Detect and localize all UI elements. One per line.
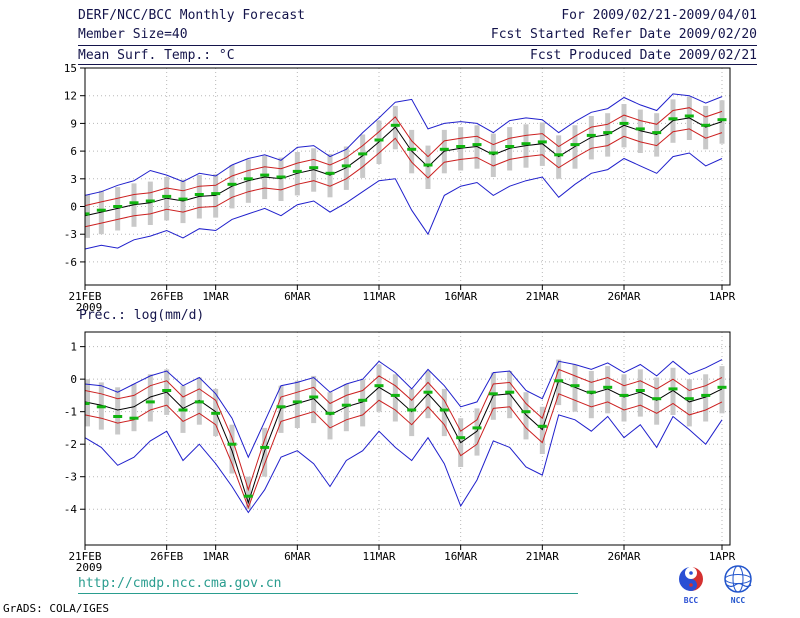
svg-text:15: 15	[64, 62, 77, 75]
svg-text:26FEB: 26FEB	[150, 550, 183, 563]
fcst-start-date: Fcst Started Refer Date 2009/02/20	[490, 27, 757, 42]
forecast-range: For 2009/02/21-2009/04/01	[561, 8, 757, 23]
svg-text:-6: -6	[64, 256, 77, 269]
bcc-logo-icon: BCC	[679, 567, 703, 605]
svg-text:21FEB: 21FEB	[68, 290, 101, 303]
svg-text:2009: 2009	[76, 301, 103, 314]
temp-chart-title: Mean Surf. Temp.: °C	[78, 48, 235, 63]
svg-text:NCC: NCC	[731, 596, 746, 605]
svg-text:12: 12	[64, 90, 77, 103]
site-url-link[interactable]: http://cmdp.ncc.cma.gov.cn	[78, 576, 282, 591]
svg-text:-1: -1	[64, 406, 77, 419]
header-rule-2	[78, 64, 757, 65]
svg-text:-2: -2	[64, 438, 77, 451]
svg-text:26FEB: 26FEB	[150, 290, 183, 303]
svg-text:-4: -4	[64, 503, 78, 516]
svg-text:21MAR: 21MAR	[526, 550, 559, 563]
svg-text:1MAR: 1MAR	[202, 290, 229, 303]
svg-text:-3: -3	[64, 471, 77, 484]
svg-text:1APR: 1APR	[709, 550, 736, 563]
header-rule-1	[78, 45, 757, 46]
svg-text:0: 0	[70, 201, 77, 214]
svg-text:16MAR: 16MAR	[444, 290, 477, 303]
svg-text:6: 6	[70, 145, 77, 158]
svg-text:21FEB: 21FEB	[68, 550, 101, 563]
precip-chart-title: Prec.: log(mm/d)	[79, 308, 205, 323]
svg-text:11MAR: 11MAR	[362, 550, 395, 563]
ncc-logo-icon: NCC	[724, 565, 752, 605]
svg-text:0: 0	[70, 373, 77, 386]
svg-text:26MAR: 26MAR	[607, 550, 640, 563]
svg-text:-3: -3	[64, 228, 77, 241]
svg-text:2009: 2009	[76, 561, 103, 574]
svg-text:6MAR: 6MAR	[284, 290, 311, 303]
svg-text:6MAR: 6MAR	[284, 550, 311, 563]
svg-text:1: 1	[70, 341, 77, 354]
svg-text:26MAR: 26MAR	[607, 290, 640, 303]
grads-credit: GrADS: COLA/IGES	[3, 602, 109, 615]
svg-text:11MAR: 11MAR	[362, 290, 395, 303]
agency-logos: BCC NCC	[674, 564, 758, 606]
svg-text:BCC: BCC	[684, 596, 699, 605]
svg-text:3: 3	[70, 173, 77, 186]
svg-text:1MAR: 1MAR	[202, 550, 229, 563]
svg-text:1APR: 1APR	[709, 290, 736, 303]
svg-text:21MAR: 21MAR	[526, 290, 559, 303]
svg-text:9: 9	[70, 117, 77, 130]
member-size: Member Size=40	[78, 27, 188, 42]
fcst-produced-date: Fcst Produced Date 2009/02/21	[530, 48, 757, 63]
plot-title: DERF/NCC/BCC Monthly Forecast	[78, 8, 305, 23]
url-rule	[78, 593, 578, 594]
svg-text:16MAR: 16MAR	[444, 550, 477, 563]
